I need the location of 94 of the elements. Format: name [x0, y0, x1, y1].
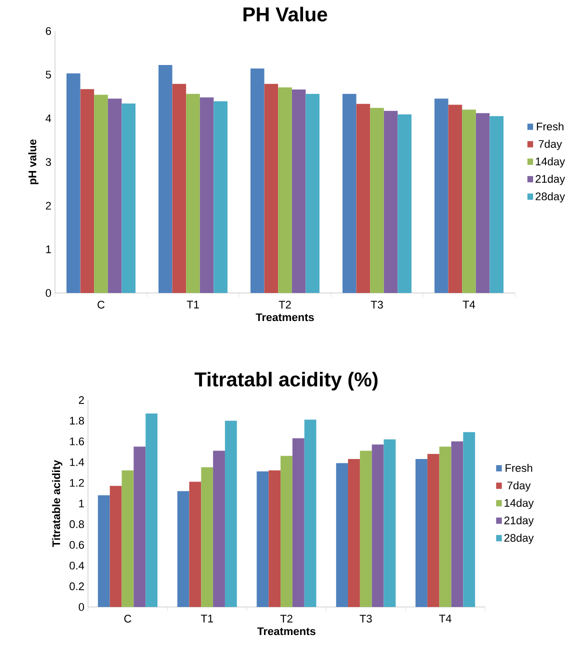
- x-tick-label: C: [98, 300, 105, 309]
- bar: [348, 458, 360, 607]
- bar: [434, 98, 448, 293]
- legend-label: 21day: [536, 174, 566, 185]
- bar: [360, 450, 372, 607]
- legend-label: 14day: [504, 498, 534, 510]
- x-tick-label: T1: [186, 300, 199, 308]
- x-tick-label: C: [124, 614, 132, 623]
- legend-label: 7day: [538, 140, 562, 150]
- bar: [462, 110, 476, 293]
- legend-label: 28day: [536, 192, 566, 202]
- bar: [304, 420, 316, 607]
- y-tick-label: 1.4: [70, 458, 84, 466]
- y-tick-label: 3: [46, 158, 51, 166]
- bar: [94, 94, 108, 293]
- bar: [306, 94, 320, 293]
- bar: [134, 446, 146, 607]
- bar: [250, 68, 264, 293]
- bar: [356, 104, 370, 293]
- bar: [476, 113, 490, 293]
- bar: [398, 114, 412, 293]
- bar: [224, 420, 237, 607]
- bar: [278, 87, 292, 293]
- bar: [213, 450, 225, 607]
- y-axis-title: Titratable acidity: [52, 460, 62, 547]
- bar: [372, 444, 384, 607]
- bar: [122, 103, 136, 293]
- bar: [336, 463, 348, 607]
- bar: [439, 446, 452, 607]
- x-tick-label: T2: [280, 614, 292, 622]
- bar: [370, 108, 384, 293]
- bar: [292, 90, 306, 293]
- legend-label: 14day: [536, 157, 566, 168]
- chart-title: Titratabl acidity (%): [194, 372, 378, 390]
- legend-label: 7day: [507, 481, 531, 492]
- y-tick-label: 2: [78, 396, 84, 404]
- bar: [122, 470, 134, 607]
- y-tick-label: 1.6: [70, 438, 84, 446]
- y-tick-label: 5: [46, 70, 51, 79]
- bar: [384, 439, 396, 607]
- y-tick-label: 0.6: [70, 541, 84, 549]
- bar: [172, 84, 186, 293]
- x-tick-label: T2: [278, 300, 291, 308]
- y-tick-label: 1.2: [70, 478, 84, 487]
- bar: [108, 98, 122, 293]
- bar: [280, 456, 292, 607]
- bar: [384, 110, 398, 293]
- legend-label: 21day: [504, 516, 534, 526]
- bar: [342, 94, 356, 293]
- y-tick-label: 6: [46, 27, 51, 35]
- bar: [158, 65, 172, 293]
- y-tick-label: 0.8: [70, 520, 84, 528]
- x-tick-label: T4: [462, 300, 476, 308]
- bar: [256, 471, 269, 607]
- x-tick-label: T1: [200, 614, 213, 622]
- x-tick-label: T4: [439, 614, 452, 622]
- bar: [463, 432, 476, 607]
- bar: [146, 413, 158, 607]
- bar: [186, 94, 200, 293]
- bar: [110, 486, 122, 607]
- y-tick-label: 0.2: [70, 582, 84, 590]
- bar: [416, 458, 428, 607]
- bar: [98, 495, 110, 607]
- y-tick-label: 0.4: [70, 562, 84, 570]
- y-tick-label: 0: [78, 603, 84, 611]
- bar: [264, 84, 278, 293]
- y-tick-label: 2: [46, 202, 51, 210]
- y-axis-title: pH value: [28, 139, 38, 184]
- bar: [448, 104, 462, 293]
- y-tick-label: 0: [46, 289, 52, 297]
- x-axis-title: Treatments: [256, 313, 314, 322]
- legend-label: 28day: [504, 534, 534, 544]
- legend-label: Fresh: [506, 464, 532, 472]
- bar: [201, 467, 214, 607]
- bar: [80, 89, 94, 293]
- bar: [427, 454, 440, 607]
- bar: [200, 97, 214, 293]
- y-tick-label: 1: [46, 246, 51, 254]
- x-axis-title: Treatments: [257, 627, 316, 636]
- y-tick-label: 4: [46, 114, 52, 122]
- chart-title: PH Value: [244, 6, 328, 22]
- y-tick-label: 1.8: [70, 416, 84, 425]
- x-tick-label: T3: [360, 614, 372, 623]
- bar: [268, 470, 281, 607]
- bar: [451, 441, 464, 607]
- legend-label: Fresh: [536, 122, 564, 130]
- x-tick-label: T3: [370, 300, 383, 309]
- y-tick-label: 1: [79, 500, 84, 508]
- bar: [66, 73, 80, 293]
- bar: [214, 101, 228, 293]
- bar: [292, 438, 304, 607]
- bar: [189, 482, 202, 607]
- bar: [490, 116, 504, 293]
- bar: [177, 491, 190, 607]
